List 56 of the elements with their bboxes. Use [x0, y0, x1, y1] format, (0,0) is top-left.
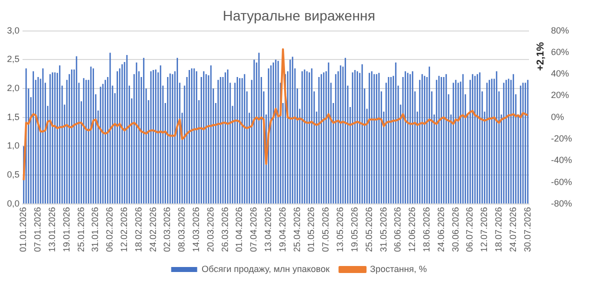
x-tick-label: 18.07.2026 — [493, 206, 504, 252]
y-tick-label: 2,0 — [6, 83, 20, 94]
y-tick-label: 2,5 — [6, 54, 20, 64]
x-tick-label: 19.05.2026 — [349, 206, 360, 252]
x-tick-label: 14.03.2026 — [191, 206, 202, 252]
y2-tick-label: -20% — [550, 134, 572, 144]
x-tick-label: 01.05.2026 — [306, 206, 316, 252]
y-tick-label: 0,0 — [6, 198, 20, 208]
chart-title: Натуральне вираження — [222, 7, 376, 24]
x-tick-label: 18.06.2026 — [421, 206, 432, 252]
y2-tick-label: 20% — [550, 90, 570, 100]
x-tick-label: 12.02.2026 — [119, 206, 130, 252]
y2-tick-label: -40% — [550, 155, 572, 166]
x-tick-label: 24.07.2026 — [508, 206, 518, 252]
x-tick-label: 25.04.2026 — [292, 206, 302, 252]
y-tick-label: 3,0 — [6, 25, 20, 36]
x-tick-label: 12.06.2026 — [407, 206, 418, 252]
y-tick-label: 1,0 — [6, 140, 20, 151]
y2-tick-label: -80% — [550, 198, 572, 208]
x-tick-label: 25.01.2026 — [76, 206, 86, 252]
x-tick-label: 08.03.2026 — [176, 206, 187, 252]
x-tick-label: 06.06.2026 — [392, 206, 403, 252]
legend-label: Зростання, % — [370, 264, 427, 274]
y2-tick-label: 60% — [550, 46, 570, 57]
x-tick-label: 06.07.2026 — [464, 206, 475, 252]
text: +2,1% — [536, 42, 547, 71]
x-tick-label: 01.04.2026 — [234, 206, 244, 252]
x-tick-label: 07.04.2026 — [248, 206, 259, 252]
x-tick-label: 19.01.2026 — [61, 206, 72, 252]
y-tick-label: 1,5 — [6, 112, 20, 122]
x-tick-label: 30.07.2026 — [522, 206, 532, 252]
y2-tick-label: -60% — [550, 176, 572, 187]
x-tick-label: 25.05.2026 — [364, 206, 374, 252]
x-tick-label: 31.01.2026 — [90, 206, 100, 252]
x-tick-label: 30.06.2026 — [450, 206, 460, 252]
x-tick-label: 13.01.2026 — [47, 206, 57, 252]
x-tick-label: 07.01.2026 — [32, 206, 43, 252]
x-tick-label: 24.02.2026 — [148, 206, 158, 252]
y-tick-label: 0,5 — [6, 170, 20, 180]
x-tick-label: 31.05.2026 — [378, 206, 388, 252]
y2-tick-label: 40% — [550, 68, 570, 79]
x-tick-label: 24.06.2026 — [436, 206, 446, 252]
x-tick-label: 20.03.2026 — [205, 206, 216, 252]
x-tick-label: 18.02.2026 — [133, 206, 144, 252]
x-tick-label: 26.03.2026 — [220, 206, 230, 252]
x-tick-label: 02.03.2026 — [162, 206, 172, 252]
y2-tick-label: 80% — [550, 25, 570, 36]
x-tick-label: 13.04.2026 — [263, 206, 274, 252]
x-tick-label: 19.04.2026 — [277, 206, 288, 252]
y2-tick-label: 0% — [550, 112, 564, 122]
x-tick-label: 12.07.2026 — [479, 206, 490, 252]
x-tick-label: 01.01.2026 — [18, 206, 28, 252]
x-tick-label: 07.05.2026 — [320, 206, 331, 252]
legend-label: Обсяги продажу, млн упаковок — [202, 264, 330, 274]
x-tick-label: 06.02.2026 — [104, 206, 115, 252]
x-tick-label: 13.05.2026 — [335, 206, 346, 252]
